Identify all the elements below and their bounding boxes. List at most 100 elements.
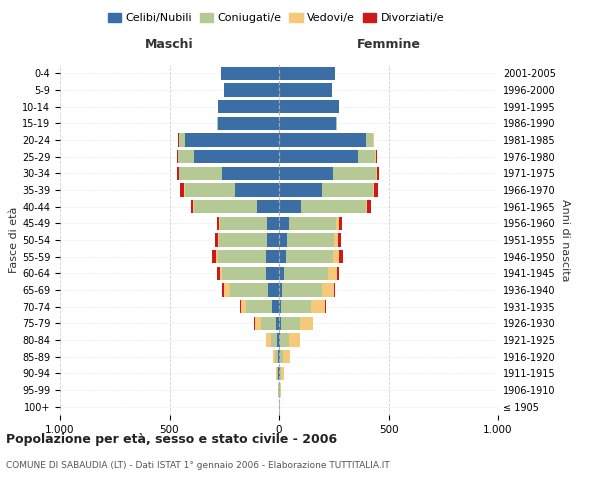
- Bar: [279, 250, 286, 264]
- Bar: [179, 134, 185, 146]
- Bar: [224, 84, 279, 96]
- Bar: [279, 216, 289, 230]
- Bar: [218, 100, 279, 114]
- Bar: [377, 166, 379, 180]
- Bar: [338, 234, 341, 246]
- Bar: [279, 234, 287, 246]
- Bar: [280, 334, 289, 346]
- Bar: [178, 150, 194, 164]
- Bar: [224, 284, 230, 296]
- Bar: [273, 350, 275, 364]
- Bar: [177, 166, 179, 180]
- Bar: [268, 284, 279, 296]
- Bar: [279, 66, 335, 80]
- Bar: [217, 116, 218, 130]
- Bar: [267, 216, 279, 230]
- Bar: [339, 250, 343, 264]
- Bar: [217, 216, 219, 230]
- Bar: [262, 316, 276, 330]
- Bar: [332, 250, 339, 264]
- Bar: [300, 316, 313, 330]
- Bar: [284, 266, 328, 280]
- Bar: [212, 250, 216, 264]
- Bar: [266, 250, 279, 264]
- Bar: [322, 284, 334, 296]
- Bar: [336, 216, 338, 230]
- Bar: [185, 134, 279, 146]
- Bar: [279, 334, 280, 346]
- Bar: [278, 366, 279, 380]
- Bar: [289, 334, 300, 346]
- Bar: [280, 384, 281, 396]
- Bar: [246, 300, 272, 314]
- Bar: [230, 284, 268, 296]
- Bar: [374, 184, 378, 196]
- Bar: [322, 184, 373, 196]
- Bar: [255, 316, 262, 330]
- Legend: Celibi/Nubili, Coniugati/e, Vedovi/e, Divorziati/e: Celibi/Nubili, Coniugati/e, Vedovi/e, Di…: [103, 8, 449, 28]
- Y-axis label: Anni di nascita: Anni di nascita: [560, 198, 569, 281]
- Bar: [279, 200, 301, 213]
- Bar: [334, 234, 338, 246]
- Bar: [181, 184, 184, 196]
- Bar: [367, 200, 371, 213]
- Bar: [279, 284, 282, 296]
- Bar: [365, 200, 367, 213]
- Bar: [279, 134, 365, 146]
- Bar: [220, 216, 267, 230]
- Bar: [179, 166, 222, 180]
- Bar: [281, 316, 300, 330]
- Bar: [235, 184, 279, 196]
- Text: Popolazione per età, sesso e stato civile - 2006: Popolazione per età, sesso e stato civil…: [6, 432, 337, 446]
- Bar: [277, 334, 279, 346]
- Bar: [338, 216, 342, 230]
- Bar: [222, 284, 224, 296]
- Bar: [219, 234, 267, 246]
- Bar: [276, 316, 279, 330]
- Bar: [281, 366, 284, 380]
- Bar: [266, 266, 279, 280]
- Bar: [272, 300, 279, 314]
- Bar: [222, 166, 279, 180]
- Bar: [241, 300, 246, 314]
- Bar: [219, 216, 220, 230]
- Bar: [279, 166, 332, 180]
- Bar: [177, 150, 178, 164]
- Bar: [325, 300, 326, 314]
- Bar: [281, 300, 311, 314]
- Bar: [337, 266, 339, 280]
- Bar: [279, 316, 281, 330]
- Bar: [311, 300, 325, 314]
- Bar: [279, 350, 280, 364]
- Bar: [267, 234, 279, 246]
- Bar: [282, 284, 322, 296]
- Bar: [194, 200, 257, 213]
- Bar: [275, 350, 278, 364]
- Bar: [271, 334, 277, 346]
- Bar: [279, 184, 322, 196]
- Bar: [218, 250, 266, 264]
- Bar: [365, 134, 373, 146]
- Bar: [266, 334, 271, 346]
- Bar: [215, 234, 218, 246]
- Bar: [279, 84, 332, 96]
- Bar: [218, 234, 219, 246]
- Bar: [277, 366, 278, 380]
- Bar: [280, 350, 283, 364]
- Text: Maschi: Maschi: [145, 38, 194, 51]
- Bar: [373, 184, 374, 196]
- Bar: [191, 200, 193, 213]
- Bar: [194, 150, 279, 164]
- Bar: [279, 266, 284, 280]
- Bar: [287, 234, 334, 246]
- Bar: [376, 150, 377, 164]
- Bar: [257, 200, 279, 213]
- Bar: [289, 216, 336, 230]
- Bar: [185, 184, 235, 196]
- Text: COMUNE DI SABAUDIA (LT) - Dati ISTAT 1° gennaio 2006 - Elaborazione TUTTITALIA.I: COMUNE DI SABAUDIA (LT) - Dati ISTAT 1° …: [6, 460, 390, 469]
- Bar: [221, 66, 279, 80]
- Bar: [376, 166, 377, 180]
- Text: Femmine: Femmine: [356, 38, 421, 51]
- Bar: [279, 100, 339, 114]
- Bar: [276, 366, 277, 380]
